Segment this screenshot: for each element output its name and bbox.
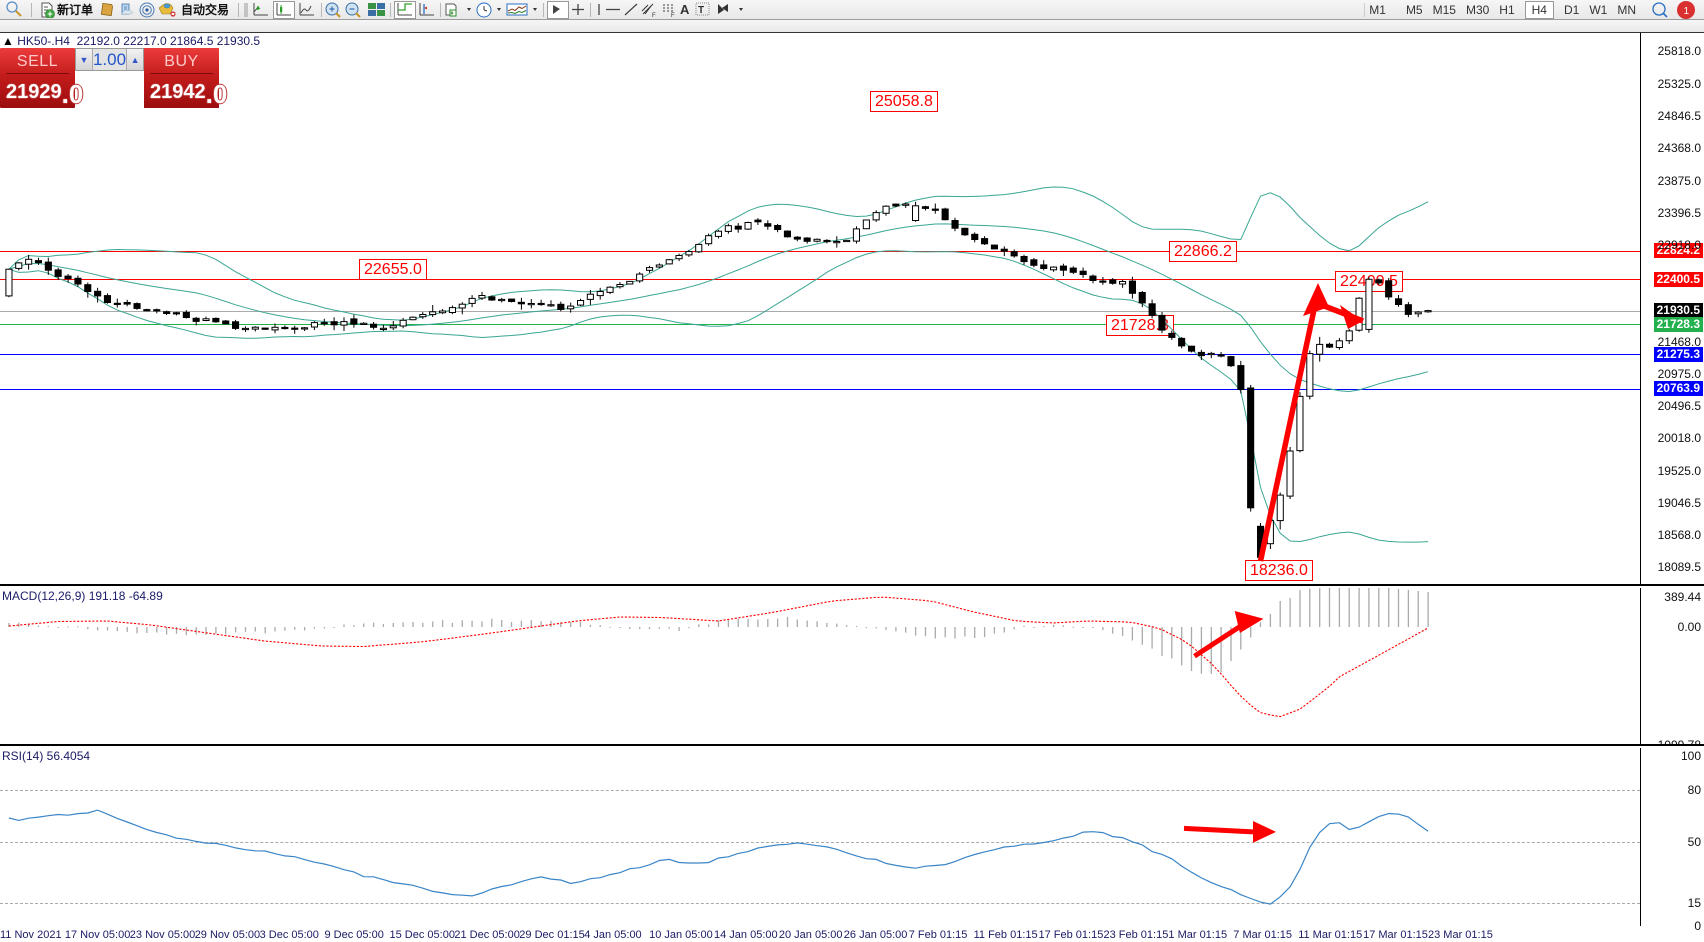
- svg-text:1: 1: [1684, 6, 1690, 17]
- svg-text:F: F: [671, 13, 675, 18]
- svg-text:A: A: [680, 2, 690, 17]
- svg-text:T: T: [698, 5, 704, 16]
- svg-text:F: F: [652, 13, 656, 18]
